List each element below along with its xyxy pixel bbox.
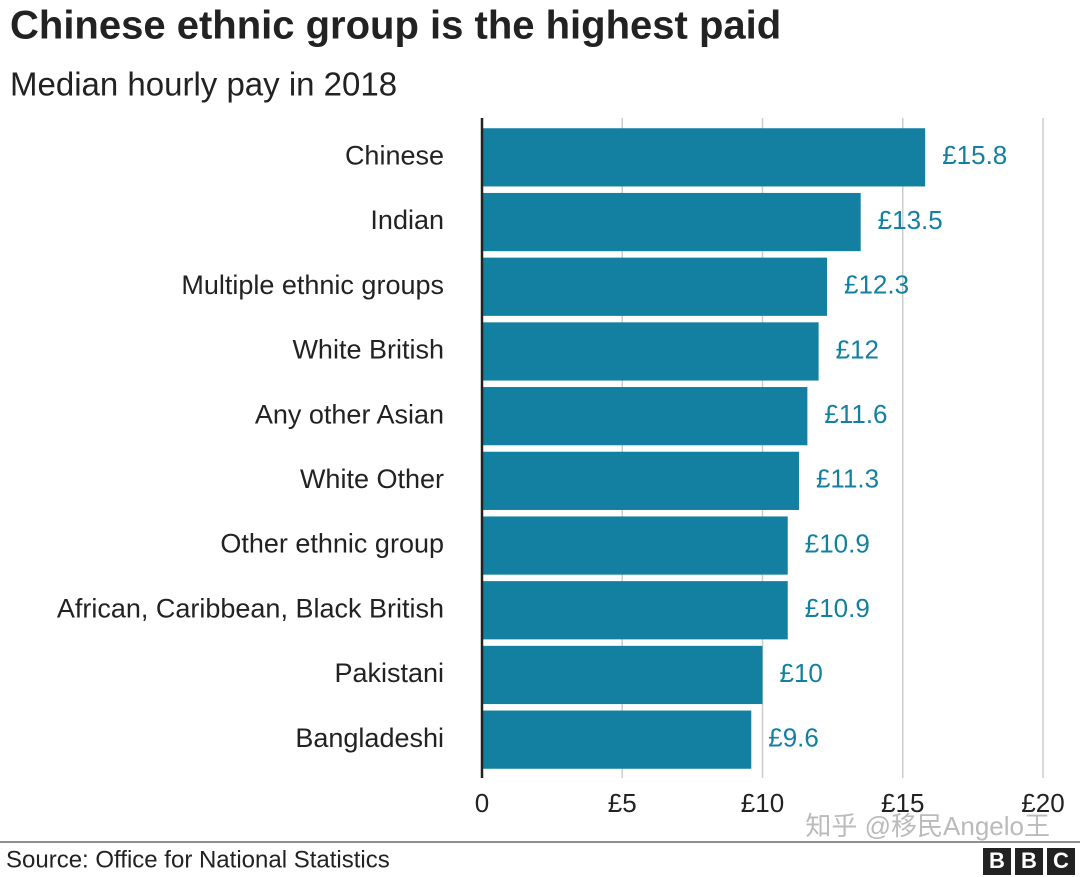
x-tick-label: £5 bbox=[608, 788, 637, 818]
source: Source: Office for National Statistics bbox=[6, 846, 390, 873]
chart-subtitle: Median hourly pay in 2018 bbox=[10, 66, 397, 103]
bar bbox=[482, 516, 788, 575]
value-label: £10.9 bbox=[805, 593, 870, 623]
category-label: White British bbox=[292, 335, 444, 365]
value-label: £10 bbox=[780, 658, 823, 688]
bar bbox=[482, 387, 808, 446]
x-tick-label: £15 bbox=[881, 788, 924, 818]
category-label: Indian bbox=[370, 205, 444, 235]
bar bbox=[482, 645, 763, 705]
bar bbox=[482, 710, 752, 769]
bar bbox=[482, 257, 828, 316]
watermark: 知乎 @移民Angelo王 bbox=[805, 811, 1050, 841]
category-label: Any other Asian bbox=[255, 399, 444, 429]
category-label: White Other bbox=[300, 464, 444, 494]
category-label: Other ethnic group bbox=[220, 529, 444, 559]
value-label: £9.6 bbox=[768, 723, 819, 753]
value-label: £12.3 bbox=[844, 270, 909, 300]
chart-title: Chinese ethnic group is the highest paid bbox=[10, 4, 781, 48]
value-label: £13.5 bbox=[878, 205, 943, 235]
value-label: £15.8 bbox=[942, 140, 1007, 170]
x-tick-label: 0 bbox=[475, 788, 489, 818]
category-label: Multiple ethnic groups bbox=[181, 270, 444, 300]
logo-box bbox=[1047, 848, 1075, 875]
logo-box bbox=[983, 848, 1011, 875]
x-tick-label: £10 bbox=[741, 788, 784, 818]
bar bbox=[482, 322, 819, 381]
category-label: Pakistani bbox=[334, 658, 444, 688]
value-label: £11.3 bbox=[816, 464, 879, 494]
bar bbox=[482, 451, 799, 510]
category-label: African, Caribbean, Black British bbox=[57, 593, 444, 623]
value-label: £10.9 bbox=[805, 528, 870, 558]
bar bbox=[482, 128, 926, 187]
value-label: £12 bbox=[836, 334, 879, 364]
bar bbox=[482, 581, 788, 640]
x-tick-label: £20 bbox=[1021, 788, 1064, 818]
value-label: £11.6 bbox=[824, 399, 887, 429]
category-label: Bangladeshi bbox=[295, 723, 444, 753]
bar bbox=[482, 192, 861, 252]
logo: BBC bbox=[989, 848, 1069, 873]
category-label: Chinese bbox=[345, 140, 444, 170]
logo-box bbox=[1015, 848, 1043, 875]
